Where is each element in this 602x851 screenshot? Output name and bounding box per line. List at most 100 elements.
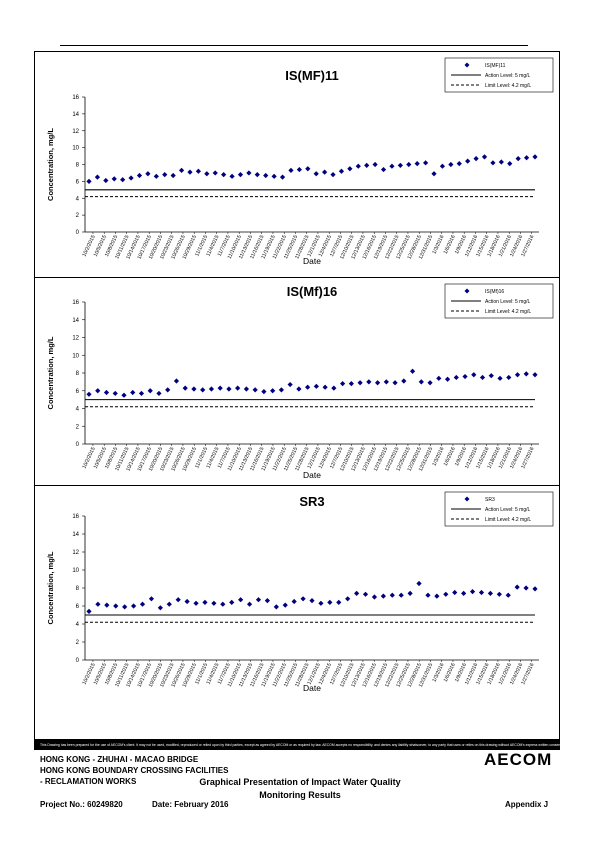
data-point: [184, 598, 190, 605]
y-tick-label: 14: [72, 112, 79, 118]
data-point: [187, 169, 193, 175]
data-point: [220, 601, 226, 607]
chart-title: IS(MF)11: [285, 68, 338, 83]
data-point: [165, 387, 171, 393]
chart-panel-1: IS(MF)11 IS(MF)11 Action Level: 5 mg/L Limi…: [35, 52, 559, 277]
data-point: [479, 374, 486, 381]
chart-title: SR3: [299, 494, 324, 509]
appendix-label: Appendix J: [505, 800, 549, 809]
data-point: [383, 379, 389, 385]
data-point: [322, 169, 328, 175]
data-point: [238, 597, 244, 603]
x-axis-label: Date: [303, 683, 321, 693]
data-point: [270, 388, 276, 394]
data-point: [397, 162, 403, 168]
data-point: [313, 383, 319, 389]
data-point: [523, 371, 529, 377]
drawing-date: Date: February 2016: [152, 800, 229, 809]
data-point: [235, 385, 241, 391]
data-point: [246, 170, 252, 176]
legend: IS(Mf)16 Action Level: 5 mg/L Limit Level:…: [444, 283, 554, 319]
data-point: [372, 161, 378, 168]
y-tick-label: 8: [76, 163, 80, 169]
data-point: [322, 384, 328, 390]
data-point: [271, 173, 277, 179]
data-point: [131, 603, 137, 609]
data-point: [414, 161, 420, 167]
data-point: [389, 163, 395, 169]
data-point: [496, 591, 502, 597]
legend: SR3 Action Level: 5 mg/L Limit Level: 4.2 …: [444, 491, 554, 527]
legend-marker: [464, 62, 470, 68]
data-point: [221, 172, 227, 178]
data-point: [481, 154, 488, 160]
y-tick-label: 6: [76, 179, 80, 185]
legend-label: Action Level: 5 mg/L: [485, 507, 531, 513]
data-point: [348, 381, 354, 387]
panel-divider: [35, 485, 559, 486]
data-point: [514, 584, 520, 590]
data-point: [86, 608, 92, 614]
data-point: [366, 379, 372, 385]
data-point: [95, 388, 101, 394]
data-point: [478, 589, 485, 596]
data-point: [86, 391, 92, 397]
data-point: [296, 386, 302, 392]
y-axis-label: Concentration, mg/L: [46, 336, 55, 409]
data-point: [416, 580, 422, 587]
data-point: [156, 390, 162, 397]
data-point: [523, 155, 530, 161]
data-point: [255, 597, 262, 603]
data-point: [330, 172, 336, 178]
data-point: [195, 168, 201, 174]
drawing-title-line2: Monitoring Results: [259, 790, 341, 800]
data-point: [453, 374, 459, 381]
data-point: [488, 373, 494, 379]
data-point: [439, 163, 446, 169]
y-tick-label: 12: [72, 129, 79, 135]
data-point: [300, 596, 306, 602]
drawing-title-line1: Graphical Presentation of Impact Water Q…: [199, 777, 401, 787]
data-point: [243, 386, 250, 392]
data-point: [340, 381, 346, 387]
data-point: [252, 387, 258, 393]
data-point: [354, 590, 360, 596]
data-point: [211, 600, 217, 606]
y-tick-label: 4: [76, 196, 80, 202]
x-axis-label: Date: [303, 470, 321, 480]
data-point: [191, 386, 197, 392]
drawing-frame: [34, 51, 560, 740]
data-point: [406, 161, 412, 168]
data-point: [409, 368, 416, 374]
data-point: [278, 387, 284, 393]
data-point: [345, 596, 351, 602]
data-point: [128, 175, 134, 181]
data-point: [309, 598, 315, 604]
chart-is-mf-16: IS(Mf)16 IS(Mf)16 Action Level: 5 mg/L Limi…: [46, 283, 554, 480]
data-point: [392, 380, 398, 386]
data-point: [120, 177, 126, 183]
data-point: [282, 602, 288, 608]
project-name-line3: - RECLAMATION WORKS: [40, 777, 137, 786]
data-point: [313, 171, 319, 177]
header-rule: [60, 45, 528, 46]
legend-label: Action Level: 5 mg/L: [485, 73, 531, 79]
y-tick-label: 12: [72, 550, 79, 556]
data-point: [505, 592, 511, 598]
data-point: [254, 172, 260, 178]
y-tick-label: 14: [72, 532, 79, 538]
y-tick-label: 2: [76, 213, 80, 219]
y-tick-label: 0: [76, 442, 80, 448]
data-point: [264, 598, 270, 604]
legend-label: IS(Mf)16: [485, 289, 504, 295]
legend: IS(MF)11 Action Level: 5 mg/L Limit Level:…: [444, 57, 554, 93]
data-point: [515, 155, 521, 162]
data-point: [246, 601, 253, 607]
data-point: [434, 593, 440, 599]
data-point: [148, 596, 155, 602]
data-point: [532, 586, 538, 592]
data-point: [532, 372, 538, 378]
data-point: [212, 170, 218, 176]
data-point: [273, 604, 279, 610]
data-point: [469, 589, 476, 595]
